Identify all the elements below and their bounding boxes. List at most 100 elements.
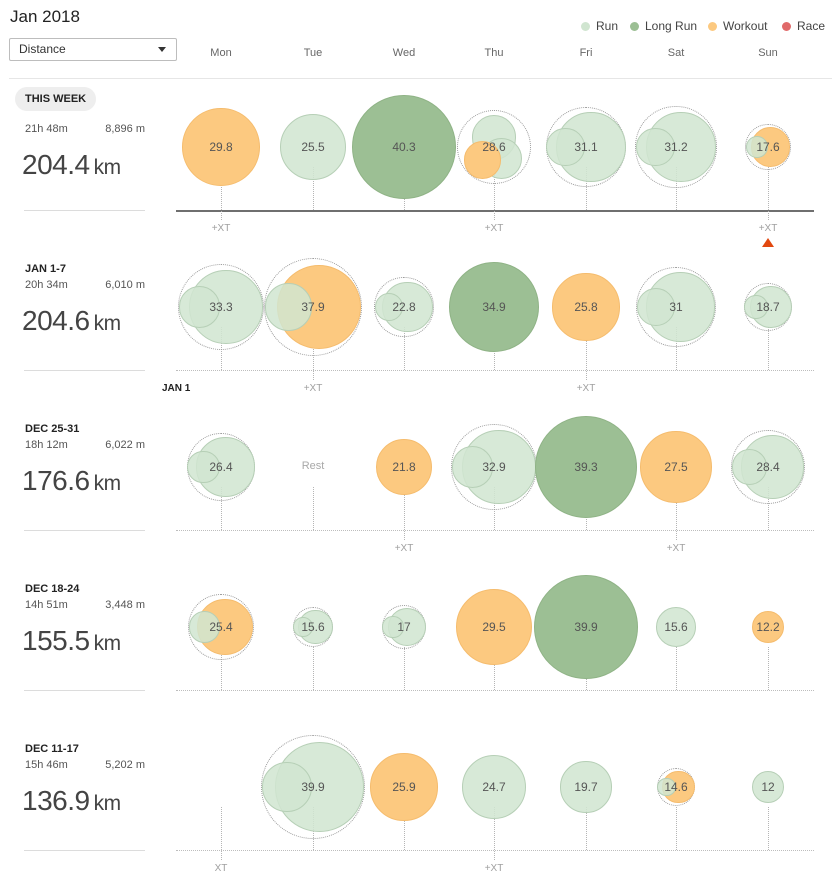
day-header-fri: Fri [579, 47, 593, 59]
week-total-value: 136.9 [22, 785, 90, 816]
cross-training-label: +XT [666, 543, 686, 554]
day-distance-label: 37.9 [301, 300, 325, 314]
week-elevation: 6,010 m [105, 279, 145, 291]
activity-run-circle [293, 617, 313, 637]
activity-run-circle [382, 616, 404, 638]
cross-training-label: +XT [303, 383, 323, 394]
week-total-unit: km [93, 632, 122, 655]
metric-dropdown[interactable]: Distance [9, 38, 177, 61]
week-divider [24, 210, 145, 211]
activity-run-circle [546, 127, 586, 167]
day-distance-label: 34.9 [482, 300, 506, 314]
week-total-unit: km [93, 156, 122, 179]
activity-run-circle [187, 450, 221, 484]
week-elevation: 3,448 m [105, 599, 145, 611]
day-total-ring [545, 106, 627, 188]
day-total-ring [635, 106, 717, 188]
day-guide-line [768, 487, 769, 530]
week-baseline [176, 210, 814, 212]
cross-training-label: +XT [758, 223, 778, 234]
day-distance-label: 28.6 [482, 140, 506, 154]
day-distance-label: 32.9 [482, 460, 506, 474]
day-guide-line [676, 807, 677, 850]
day-total-ring [635, 266, 717, 348]
week-label[interactable]: THIS WEEK [15, 87, 97, 111]
week-total-value: 204.6 [22, 305, 90, 336]
week-duration: 21h 48m [25, 123, 68, 135]
metric-dropdown-value: Distance [19, 42, 66, 56]
month-start-marker: JAN 1 [162, 383, 191, 394]
day-distance-label: 25.8 [574, 300, 598, 314]
day-distance-label: 25.4 [209, 620, 233, 634]
activity-run-circle [279, 113, 347, 181]
legend-dot-icon [708, 21, 717, 31]
day-distance-label: 24.7 [482, 780, 506, 794]
day-header-thu: Thu [484, 47, 504, 59]
legend-item-run[interactable]: Run [581, 18, 618, 34]
week-total-unit: km [93, 312, 122, 335]
activity-run-circle [636, 287, 676, 327]
week-label: DEC 25-31 [25, 423, 80, 435]
activity-run-circle [461, 754, 527, 820]
week-label: DEC 18-24 [25, 583, 80, 595]
day-guide-line [404, 487, 405, 540]
day-total-ring [186, 432, 256, 502]
week-divider [24, 530, 145, 531]
activity-run-circle [745, 136, 768, 158]
legend-dot-icon [581, 21, 590, 31]
legend-label: Run [596, 19, 619, 33]
day-distance-label: 12 [761, 780, 775, 794]
day-guide-line [676, 487, 677, 540]
day-distance-label: 25.9 [392, 780, 416, 794]
legend-label: Workout [723, 19, 768, 33]
week-elevation: 8,896 m [105, 123, 145, 135]
day-distance-label: 12.2 [756, 620, 780, 634]
week-baseline [176, 850, 814, 851]
week-divider [24, 690, 145, 691]
day-guide-line [586, 327, 587, 380]
week-total-value: 176.6 [22, 465, 90, 496]
week-baseline [176, 690, 814, 691]
legend-dot-icon [630, 21, 639, 31]
day-guide-line [768, 327, 769, 370]
week-total-distance: 136.9 km [22, 785, 121, 817]
week-baseline [176, 530, 814, 531]
day-distance-label: 17 [397, 620, 411, 634]
day-distance-label: 25.5 [301, 140, 325, 154]
week-divider [24, 370, 145, 371]
day-distance-label: 15.6 [301, 620, 325, 634]
activity-workout-circle [455, 588, 533, 666]
day-distance-label: 39.3 [574, 460, 598, 474]
activity-run-circle [264, 283, 312, 331]
day-guide-line [586, 167, 587, 210]
legend-item-long-run[interactable]: Long Run [630, 18, 697, 34]
day-header-tue: Tue [303, 47, 323, 59]
activity-workout-circle [182, 108, 260, 186]
week-total-unit: km [93, 472, 122, 495]
legend-item-workout[interactable]: Workout [708, 18, 767, 34]
header-divider [9, 78, 832, 79]
day-distance-label: 28.4 [756, 460, 780, 474]
day-guide-line [221, 167, 222, 220]
week-total-distance: 155.5 km [22, 625, 121, 657]
activity-run-circle [560, 761, 612, 813]
chevron-down-icon [158, 47, 166, 52]
month-title: Jan 2018 [10, 7, 80, 26]
legend-item-race[interactable]: Race [782, 18, 825, 34]
day-total-ring [261, 735, 365, 839]
day-distance-label: 31.2 [664, 140, 688, 154]
day-distance-label: 22.8 [392, 300, 416, 314]
cross-training-label: +XT [576, 383, 596, 394]
week-total-distance: 176.6 km [22, 465, 121, 497]
cross-training-label: XT [214, 863, 228, 874]
day-guide-line [404, 647, 405, 690]
activity-workout-circle [370, 753, 438, 821]
legend-label: Race [797, 19, 826, 33]
activity-run-circle [657, 777, 676, 797]
activity-run-circle [262, 762, 312, 812]
week-total-distance: 204.6 km [22, 305, 121, 337]
day-guide-line [676, 167, 677, 210]
day-total-ring [456, 109, 532, 185]
day-guide-line [404, 327, 405, 370]
week-total-distance: 204.4 km [22, 149, 121, 181]
